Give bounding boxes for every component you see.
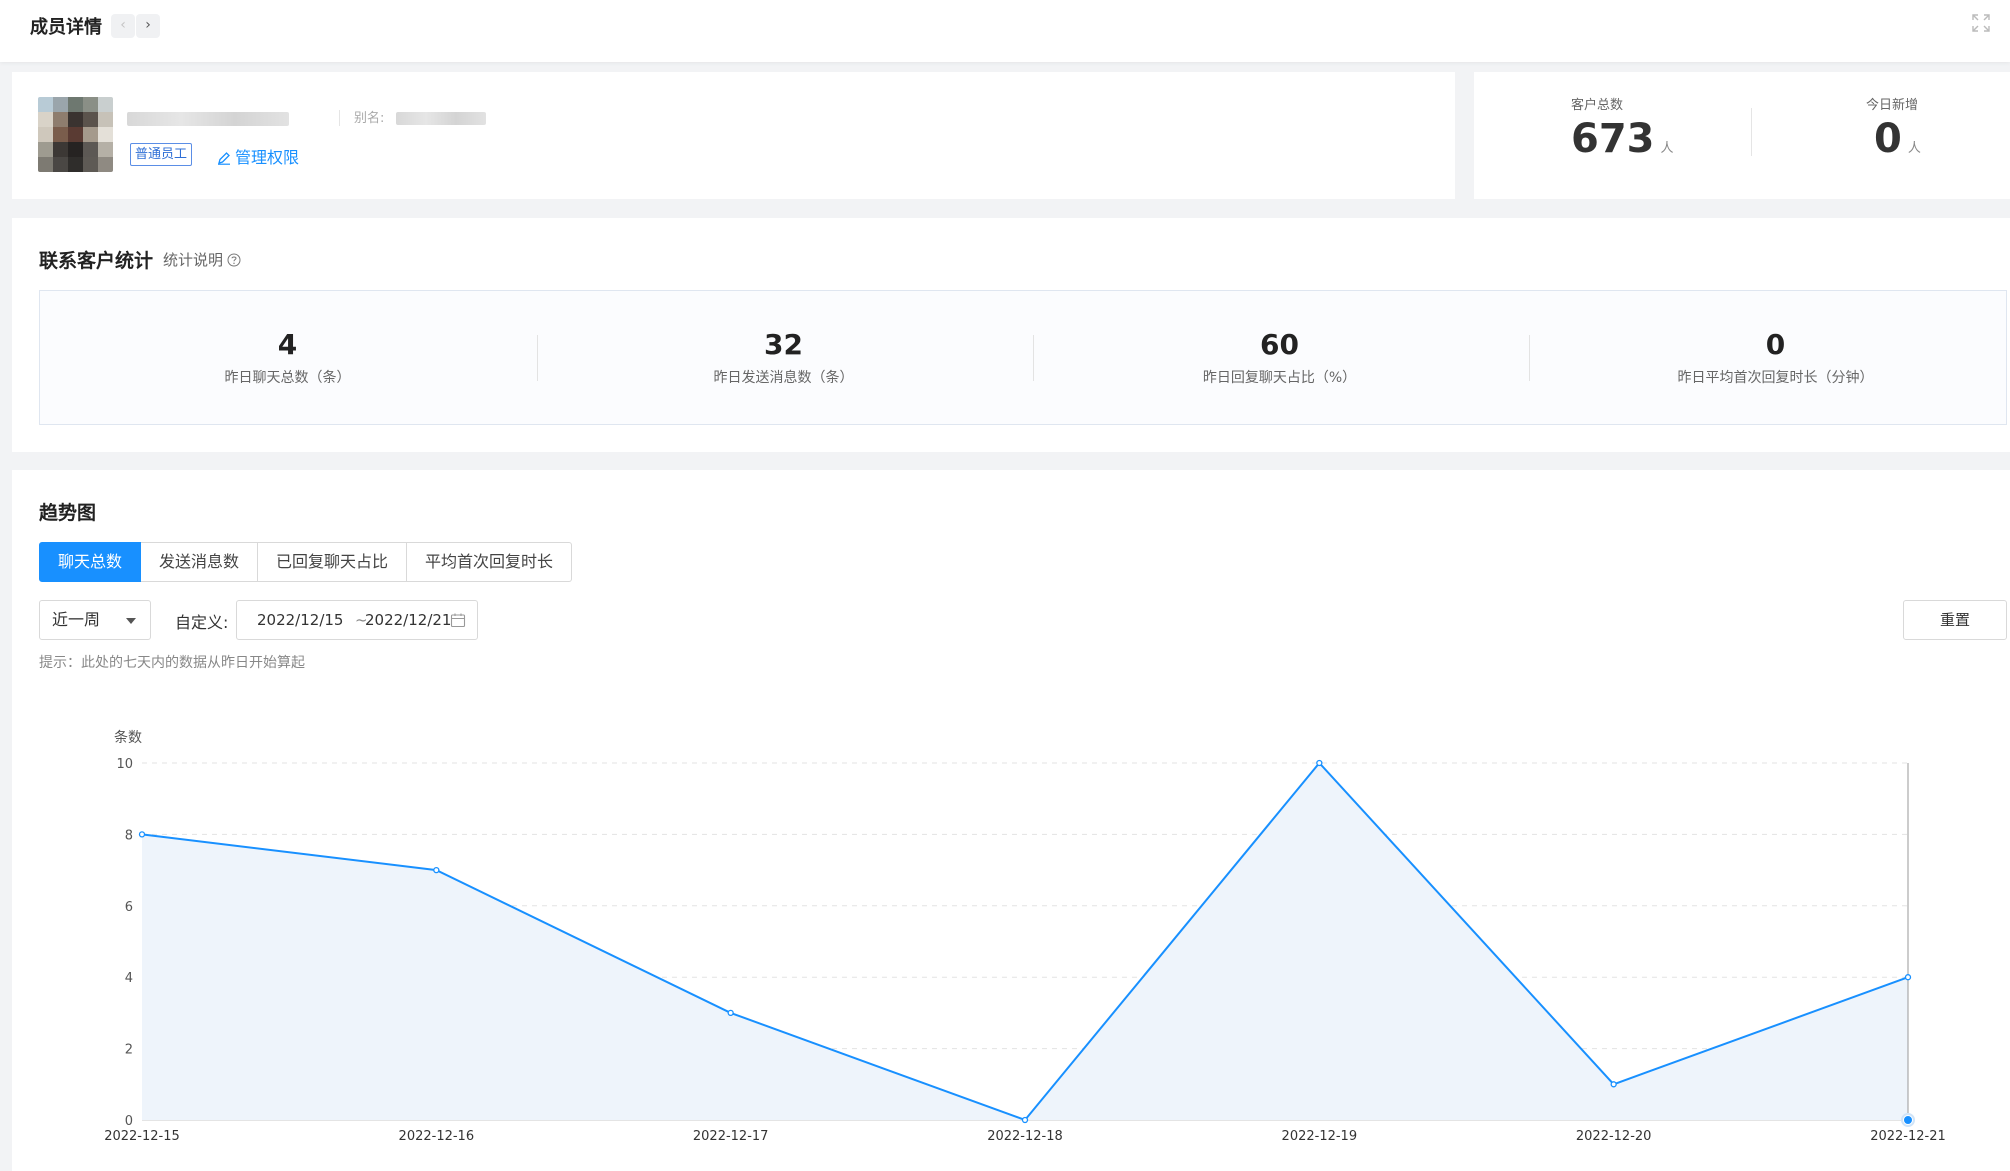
data-point bbox=[1904, 974, 1912, 981]
member-profile-card: 别名: 普通员工 管理权限 bbox=[12, 72, 1455, 199]
metric-value: 60 bbox=[1260, 328, 1299, 361]
contact-stats-card: 联系客户统计 统计说明 4 昨日聊天总数（条） 32 昨日发送消息数（条） 60… bbox=[12, 218, 2010, 452]
date-end: 2022/12/21 bbox=[365, 611, 452, 629]
y-tick-label: 0 bbox=[125, 1114, 133, 1129]
metric-value: 4 bbox=[277, 328, 298, 361]
alias-value-redacted bbox=[396, 112, 486, 125]
metric-value: 0 bbox=[1765, 328, 1786, 361]
top-bar: 成员详情 ‹ › bbox=[0, 0, 2010, 62]
contact-stats-title: 联系客户统计 bbox=[39, 250, 154, 272]
x-tick-label: 2022-12-20 bbox=[1576, 1129, 1652, 1144]
metric-avg-first-reply: 0 昨日平均首次回复时长（分钟） bbox=[1528, 291, 2010, 426]
total-customers-unit: 人 bbox=[1660, 141, 1674, 156]
today-new-value: 0 bbox=[1874, 116, 1902, 162]
metric-divider bbox=[1033, 335, 1034, 381]
x-tick-label: 2022-12-18 bbox=[987, 1129, 1063, 1144]
data-point bbox=[138, 831, 146, 838]
area-fill bbox=[142, 763, 1908, 1120]
trend-title: 趋势图 bbox=[39, 502, 97, 524]
edit-icon bbox=[218, 152, 230, 165]
metric-messages-sent: 32 昨日发送消息数（条） bbox=[536, 291, 1031, 426]
back-arrow-icon[interactable]: ‹ bbox=[111, 14, 135, 38]
member-name-redacted bbox=[127, 112, 289, 126]
metric-label: 昨日回复聊天占比（%） bbox=[1202, 370, 1357, 386]
period-select[interactable]: 近一周 bbox=[39, 600, 151, 640]
x-tick-label: 2022-12-15 bbox=[104, 1129, 180, 1144]
metric-reply-ratio: 60 昨日回复聊天占比（%） bbox=[1032, 291, 1527, 426]
data-point bbox=[433, 866, 440, 874]
metric-chat-total: 4 昨日聊天总数（条） bbox=[40, 291, 535, 426]
y-tick-label: 4 bbox=[125, 971, 133, 986]
tab-avg-first-reply[interactable]: 平均首次回复时长 bbox=[407, 542, 573, 582]
y-tick-label: 2 bbox=[125, 1043, 133, 1058]
tab-messages-sent[interactable]: 发送消息数 bbox=[141, 542, 259, 582]
manage-permissions-label: 管理权限 bbox=[235, 148, 300, 167]
y-axis-label: 条数 bbox=[114, 729, 142, 746]
hover-marker bbox=[1904, 1116, 1912, 1124]
tab-chat-total[interactable]: 聊天总数 bbox=[39, 542, 142, 582]
metric-label: 昨日平均首次回复时长（分钟） bbox=[1677, 370, 1874, 386]
metric-label: 昨日发送消息数（条） bbox=[713, 370, 854, 386]
forward-arrow-icon[interactable]: › bbox=[136, 14, 160, 38]
caret-down-icon bbox=[126, 618, 136, 624]
x-tick-label: 2022-12-19 bbox=[1282, 1129, 1358, 1144]
metric-label: 昨日聊天总数（条） bbox=[224, 370, 351, 386]
avatar bbox=[38, 97, 113, 172]
trend-chart: 条数 0 2 4 6 8 10 2022-12-15 2022-12-16 2022-12-17 2… bbox=[104, 729, 1946, 1144]
total-customers-stat: 客户总数 673 人 bbox=[1571, 94, 1674, 165]
data-point bbox=[727, 1009, 734, 1017]
today-new-label: 今日新增 bbox=[1866, 98, 1919, 113]
page-title: 成员详情 bbox=[30, 17, 102, 38]
metric-value: 32 bbox=[764, 328, 803, 361]
manage-permissions-link[interactable]: 管理权限 bbox=[217, 144, 299, 168]
date-separator: ~ bbox=[355, 611, 368, 629]
x-tick-label: 2022-12-21 bbox=[1870, 1129, 1946, 1144]
date-start: 2022/12/15 bbox=[257, 611, 344, 629]
y-tick-label: 6 bbox=[125, 900, 133, 915]
alias-label: 别名: bbox=[354, 111, 385, 126]
today-new-unit: 人 bbox=[1907, 141, 1921, 156]
data-point bbox=[1021, 1116, 1029, 1124]
total-customers-value: 673 bbox=[1571, 116, 1655, 162]
fullscreen-icon[interactable] bbox=[1972, 14, 1990, 32]
stats-help-link[interactable]: 统计说明 bbox=[163, 249, 241, 270]
period-select-value: 近一周 bbox=[52, 610, 101, 629]
y-tick-label: 10 bbox=[116, 757, 133, 772]
role-tag: 普通员工 bbox=[130, 143, 193, 166]
x-tick-label: 2022-12-16 bbox=[399, 1129, 475, 1144]
trend-card: 趋势图 聊天总数 发送消息数 已回复聊天占比 平均首次回复时长 近一周 自定义:… bbox=[12, 470, 2010, 1171]
tab-reply-ratio[interactable]: 已回复聊天占比 bbox=[258, 542, 408, 582]
summary-divider bbox=[1751, 108, 1752, 156]
x-tick-label: 2022-12-17 bbox=[693, 1129, 769, 1144]
y-tick-label: 8 bbox=[125, 828, 133, 843]
custom-range-label: 自定义: bbox=[175, 613, 229, 632]
data-point bbox=[1610, 1081, 1617, 1088]
stats-help-label: 统计说明 bbox=[163, 251, 224, 269]
calendar-icon bbox=[450, 613, 466, 628]
data-point bbox=[1316, 759, 1323, 767]
question-circle-icon bbox=[227, 253, 241, 267]
date-range-picker[interactable]: 2022/12/15 ~ 2022/12/21 bbox=[236, 600, 478, 640]
total-customers-label: 客户总数 bbox=[1571, 98, 1624, 113]
profile-divider bbox=[339, 110, 340, 126]
metrics-panel: 4 昨日聊天总数（条） 32 昨日发送消息数（条） 60 昨日回复聊天占比（%）… bbox=[39, 290, 2007, 425]
metric-divider bbox=[537, 335, 538, 381]
metric-divider bbox=[1529, 335, 1530, 381]
trend-tabs: 聊天总数 发送消息数 已回复聊天占比 平均首次回复时长 bbox=[39, 542, 573, 582]
reset-button[interactable]: 重置 bbox=[1903, 600, 2007, 640]
data-hint: 提示：此处的七天内的数据从昨日开始算起 bbox=[39, 655, 305, 671]
